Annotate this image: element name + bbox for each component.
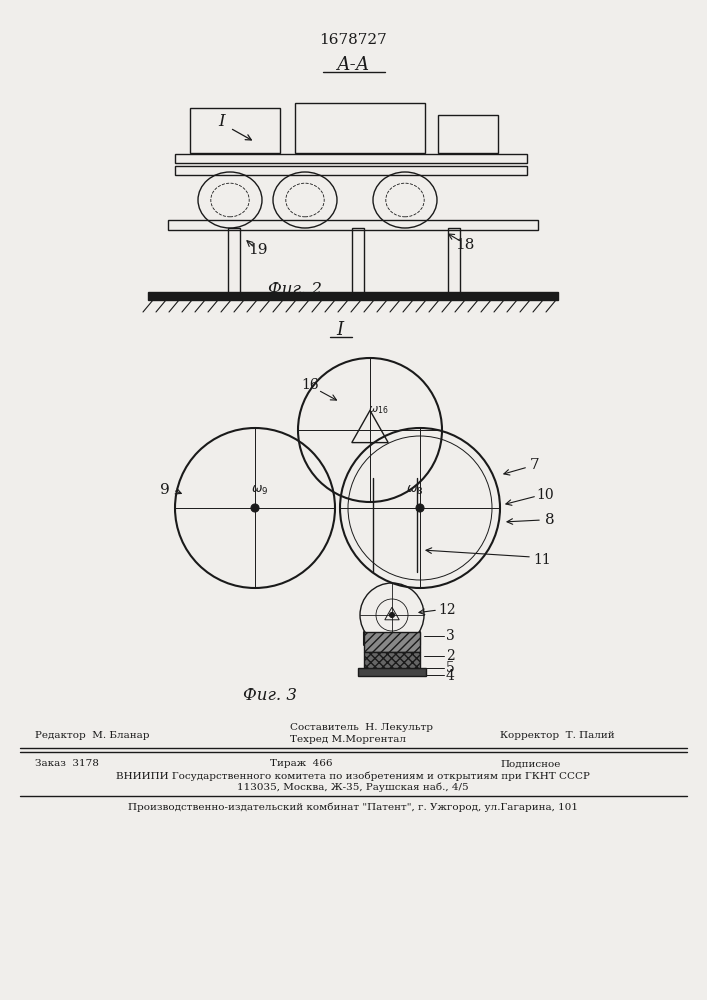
- Text: I: I: [337, 321, 344, 339]
- Text: 8: 8: [545, 513, 555, 527]
- Bar: [190, 108, 280, 153]
- Bar: [364, 652, 420, 670]
- Bar: [228, 228, 240, 295]
- Text: 2: 2: [446, 649, 455, 663]
- Text: 3: 3: [446, 629, 455, 643]
- Text: Заказ  3178: Заказ 3178: [35, 760, 99, 768]
- Text: Тираж  466: Тираж 466: [270, 760, 332, 768]
- Bar: [175, 166, 527, 175]
- Text: 11: 11: [533, 553, 551, 567]
- Text: А-А: А-А: [337, 56, 370, 74]
- Circle shape: [390, 612, 395, 617]
- Bar: [168, 220, 538, 230]
- Text: $\omega_8$: $\omega_8$: [407, 483, 423, 497]
- Circle shape: [416, 504, 424, 512]
- Bar: [295, 103, 425, 153]
- Text: Производственно-издательский комбинат "Патент", г. Ужгород, ул.Гагарина, 101: Производственно-издательский комбинат "П…: [128, 802, 578, 812]
- Bar: [148, 292, 558, 300]
- Text: Редактор  М. Бланар: Редактор М. Бланар: [35, 730, 149, 740]
- Text: 10: 10: [536, 488, 554, 502]
- Text: 113035, Москва, Ж-35, Раушская наб., 4/5: 113035, Москва, Ж-35, Раушская наб., 4/5: [237, 782, 469, 792]
- Text: I: I: [218, 113, 226, 130]
- Text: 7: 7: [530, 458, 540, 472]
- Text: 4: 4: [446, 669, 455, 683]
- Text: Фиг. 2: Фиг. 2: [268, 282, 322, 298]
- Text: $\omega_9$: $\omega_9$: [251, 483, 269, 497]
- Bar: [358, 668, 426, 676]
- Text: Составитель  Н. Лекультр: Составитель Н. Лекультр: [290, 724, 433, 732]
- Text: Подписное: Подписное: [500, 760, 561, 768]
- Text: 9: 9: [160, 483, 170, 497]
- Text: 5: 5: [446, 661, 455, 675]
- Text: 18: 18: [455, 238, 474, 252]
- Bar: [448, 228, 460, 295]
- Text: Техред М.Моргентал: Техред М.Моргентал: [290, 736, 406, 744]
- Text: 1678727: 1678727: [319, 33, 387, 47]
- Text: ВНИИПИ Государственного комитета по изобретениям и открытиям при ГКНТ СССР: ВНИИПИ Государственного комитета по изоб…: [116, 771, 590, 781]
- Text: 16: 16: [301, 378, 319, 392]
- Text: $\omega_{16}$: $\omega_{16}$: [368, 404, 388, 416]
- Circle shape: [251, 504, 259, 512]
- Text: Фиг. 3: Фиг. 3: [243, 686, 297, 704]
- Text: 19: 19: [248, 243, 268, 257]
- Text: 12: 12: [438, 603, 456, 617]
- Bar: [175, 154, 527, 163]
- Bar: [352, 228, 364, 295]
- Text: Корректор  Т. Палий: Корректор Т. Палий: [500, 730, 614, 740]
- Bar: [364, 632, 420, 652]
- Bar: [438, 115, 498, 153]
